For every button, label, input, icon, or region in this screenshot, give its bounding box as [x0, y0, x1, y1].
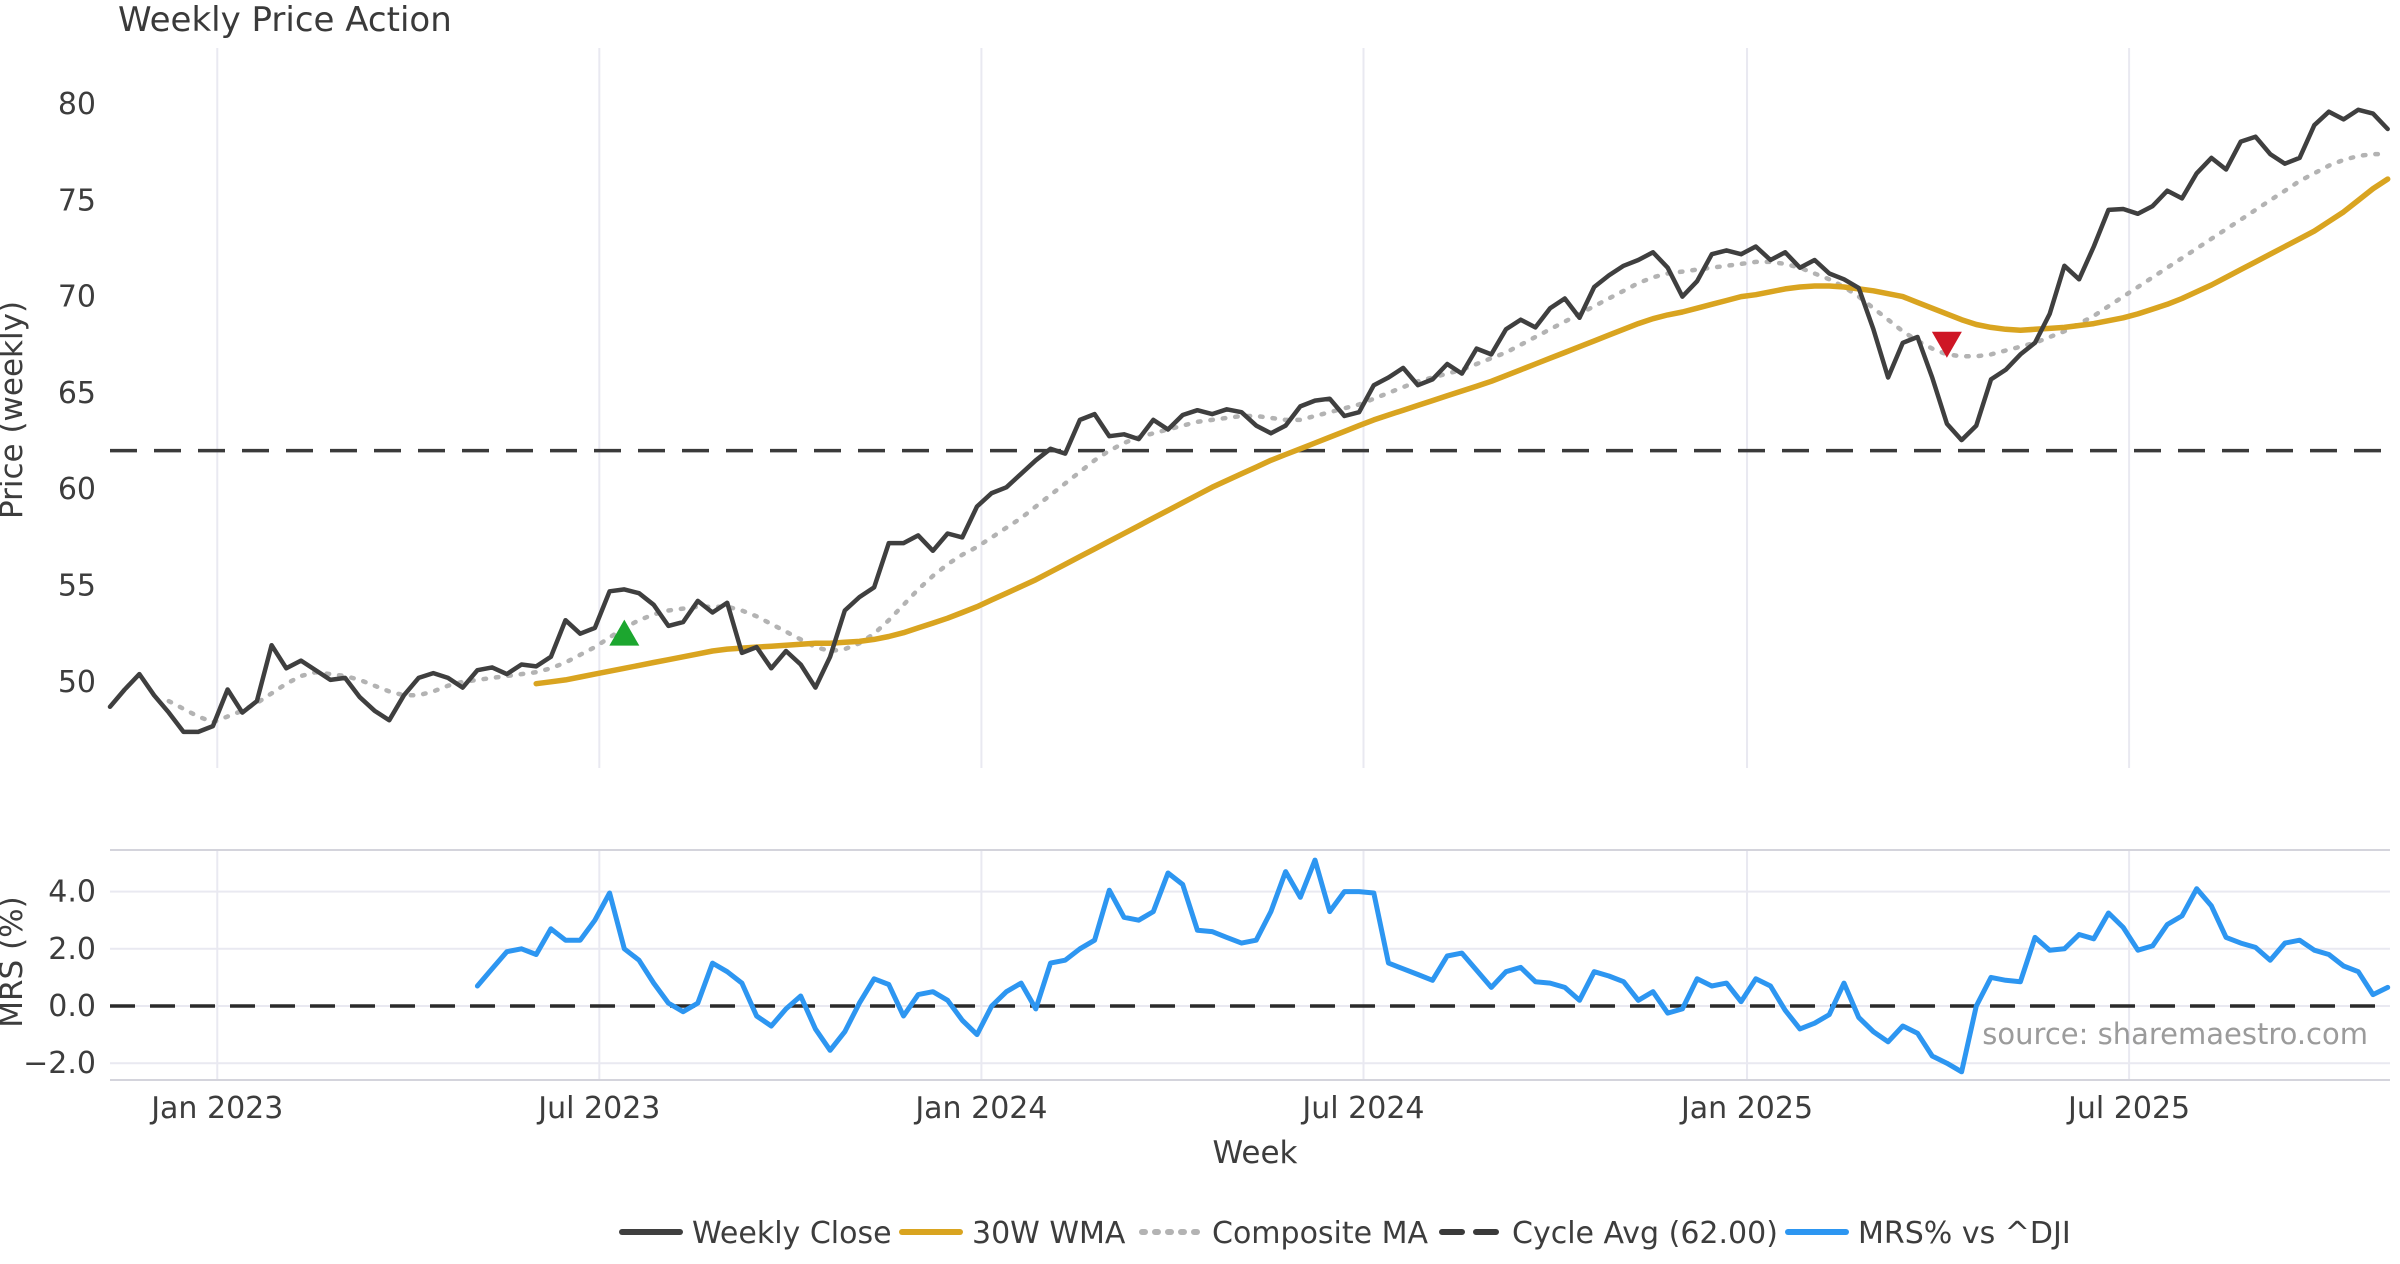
- chart-legend: Weekly Close 30W WMA Composite MA Cycle Avg…: [619, 1216, 2071, 1251]
- mrs-tick-label: −2.0: [23, 1046, 96, 1081]
- legend-label-wma: 30W WMA: [972, 1216, 1126, 1251]
- mrs-tick-label: 2.0: [48, 932, 96, 967]
- mrs-axis-label: MRS (%): [0, 896, 30, 1027]
- source-note: source: sharemaestro.com: [1982, 1017, 2368, 1051]
- sell-signal-marker: [1931, 331, 1962, 358]
- x-axis-label: Week: [1213, 1135, 1298, 1171]
- x-tick-label: Jul 2023: [536, 1091, 660, 1126]
- weekly-close-line: [107, 107, 2390, 735]
- signal-markers: [609, 331, 1962, 646]
- mrs-line: [474, 857, 2391, 1075]
- legend-label-composite: Composite MA: [1212, 1216, 1429, 1251]
- x-tick-label: Jul 2024: [1300, 1091, 1424, 1126]
- mrs-tick-label: 0.0: [48, 989, 96, 1024]
- x-tick-label: Jul 2025: [2066, 1091, 2190, 1126]
- wma-30w-line: [533, 176, 2391, 687]
- mrs-tick-label: 4.0: [48, 875, 96, 910]
- price-tick-label: 60: [58, 472, 96, 507]
- legend-label-cycle: Cycle Avg (62.00): [1512, 1216, 1778, 1251]
- x-tick-label: Jan 2024: [913, 1091, 1047, 1126]
- price-tick-label: 80: [58, 87, 96, 122]
- composite-ma-line: [166, 151, 2390, 725]
- price-tick-label: 70: [58, 280, 96, 315]
- gridlines: [110, 48, 2390, 1081]
- price-tick-label: 75: [58, 183, 96, 218]
- legend-label-mrs: MRS% vs ^DJI: [1858, 1216, 2071, 1251]
- buy-signal-marker: [609, 619, 640, 646]
- axis-ticks: 50 55 60 65 70 75 80 −2.0 0.0 2.0 4.0 Jan 2023 Jul 2…: [23, 87, 2190, 1126]
- price-tick-label: 65: [58, 376, 96, 411]
- x-tick-label: Jan 2025: [1679, 1091, 1813, 1126]
- series-lines: [107, 107, 2391, 1075]
- price-axis-label: Price (weekly): [0, 301, 30, 519]
- price-tick-label: 50: [58, 665, 96, 700]
- price-tick-label: 55: [58, 569, 96, 604]
- legend-label-close: Weekly Close: [692, 1216, 892, 1251]
- x-tick-label: Jan 2023: [149, 1091, 283, 1126]
- chart-title: Weekly Price Action: [118, 0, 452, 40]
